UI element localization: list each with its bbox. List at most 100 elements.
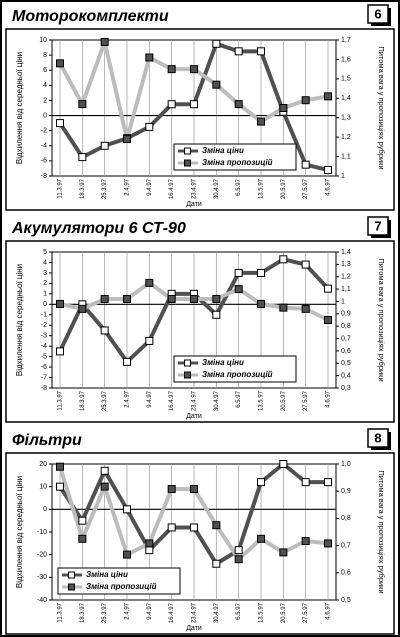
y2-tick-label: 0,4	[341, 372, 351, 379]
y-tick-label: 0	[43, 112, 47, 119]
panel-number: 8	[374, 430, 381, 445]
point-marker	[190, 65, 198, 74]
point-marker	[301, 536, 310, 545]
x-tick-label: 27.5.97	[303, 602, 309, 623]
point-marker	[234, 285, 243, 294]
point-marker	[279, 303, 288, 312]
x-tick-label: 11.3.97	[58, 178, 64, 198]
x-tick-label: 6.5.97	[236, 390, 242, 407]
x-tick-label: 30.4.97	[214, 178, 220, 199]
y2-tick-label: 0,9	[341, 311, 351, 318]
point-marker	[167, 485, 176, 494]
y2-tick-label: 1,5	[341, 76, 351, 83]
y2-axis-label: Питома вага у пропозиціях рубрики	[377, 46, 386, 169]
point-marker	[145, 336, 154, 345]
legend-swatch-marker	[184, 159, 191, 167]
y2-tick-label: 0,5	[341, 360, 351, 367]
y-tick-label: -40	[37, 597, 47, 604]
x-tick-label: 18.3.97	[80, 602, 86, 623]
point-marker	[190, 294, 198, 303]
point-marker	[212, 80, 221, 89]
y2-tick-label: 1	[341, 298, 345, 305]
x-tick-label: 9.4.97	[147, 602, 153, 619]
y2-tick-label: 1,4	[341, 95, 351, 102]
point-marker	[100, 141, 109, 150]
x-tick-label: 6.5.97	[236, 178, 242, 195]
x-tick-label: 9.4.97	[147, 390, 153, 407]
y-tick-label: -6	[41, 158, 47, 165]
x-tick-label: 27.5.97	[303, 390, 309, 411]
x-tick-label: 2.4.97	[125, 390, 131, 407]
point-marker	[56, 462, 64, 471]
y-tick-label: 2	[43, 280, 47, 287]
point-marker	[100, 37, 109, 46]
point-marker	[145, 122, 154, 131]
x-tick-label: 23.4.97	[192, 602, 198, 623]
y-axis-label: Відхилення від середньої ціни	[15, 52, 24, 164]
point-marker	[190, 485, 198, 494]
point-marker	[145, 278, 154, 287]
x-tick-label: 13.5.97	[259, 390, 265, 411]
y2-tick-label: 0,9	[341, 488, 351, 495]
point-marker	[234, 100, 243, 109]
y2-tick-label: 1,1	[341, 286, 351, 293]
x-tick-label: 30.4.97	[214, 602, 220, 623]
y2-tick-label: 1,7	[341, 37, 351, 44]
x-tick-label: 25.3.97	[102, 390, 108, 411]
point-marker	[234, 47, 243, 56]
x-tick-label: 16.4.97	[169, 390, 175, 411]
point-marker	[324, 478, 332, 487]
point-marker	[167, 523, 176, 532]
point-marker	[145, 53, 154, 62]
point-marker	[324, 539, 332, 548]
x-axis-label: Дати	[186, 625, 202, 632]
point-marker	[123, 294, 131, 303]
legend-swatch-marker	[184, 147, 191, 155]
point-marker	[212, 39, 221, 48]
legend-label: Зміна ціни	[86, 570, 128, 579]
point-marker	[279, 548, 288, 557]
y-tick-label: 1	[43, 291, 47, 298]
x-tick-label: 23.4.97	[192, 390, 198, 411]
y-axis-label: Відхилення від середньої ціни	[15, 264, 24, 376]
point-marker	[234, 268, 243, 277]
y-tick-label: 10	[39, 37, 47, 44]
y2-axis-label: Питома вага у пропозиціях рубрики	[377, 258, 386, 381]
y-tick-label: -2	[41, 322, 47, 329]
point-marker	[234, 546, 243, 555]
legend-frame	[173, 355, 297, 383]
point-marker	[279, 104, 288, 112]
y2-tick-label: 0,7	[341, 542, 351, 549]
point-marker	[257, 117, 265, 126]
point-marker	[167, 100, 176, 109]
point-marker	[145, 546, 154, 555]
y-tick-label: 4	[43, 82, 47, 89]
x-tick-label: 11.3.97	[58, 390, 64, 410]
point-marker	[123, 357, 131, 366]
point-marker	[301, 478, 310, 487]
y-tick-label: -4	[41, 343, 47, 350]
legend-swatch-marker	[68, 571, 75, 579]
x-tick-label: 2.4.97	[125, 178, 131, 195]
x-tick-label: 4.6.97	[326, 602, 332, 619]
x-tick-label: 20.5.97	[281, 602, 287, 623]
y2-tick-label: 1,4	[341, 249, 351, 256]
point-marker	[257, 47, 265, 56]
point-marker	[301, 260, 310, 269]
point-marker	[257, 268, 265, 277]
point-marker	[123, 135, 131, 144]
point-marker	[145, 539, 154, 548]
point-marker	[56, 299, 64, 308]
y-tick-label: 3	[43, 270, 47, 277]
x-tick-label: 6.5.97	[236, 602, 242, 619]
y-tick-label: 8	[43, 52, 47, 59]
x-tick-label: 4.6.97	[326, 178, 332, 195]
x-tick-label: 13.5.97	[259, 602, 265, 623]
y-tick-label: 10	[39, 484, 47, 491]
point-marker	[257, 534, 265, 543]
y-tick-label: -6	[41, 364, 47, 371]
point-marker	[324, 165, 332, 174]
legend-label: Зміна ціни	[202, 146, 244, 155]
